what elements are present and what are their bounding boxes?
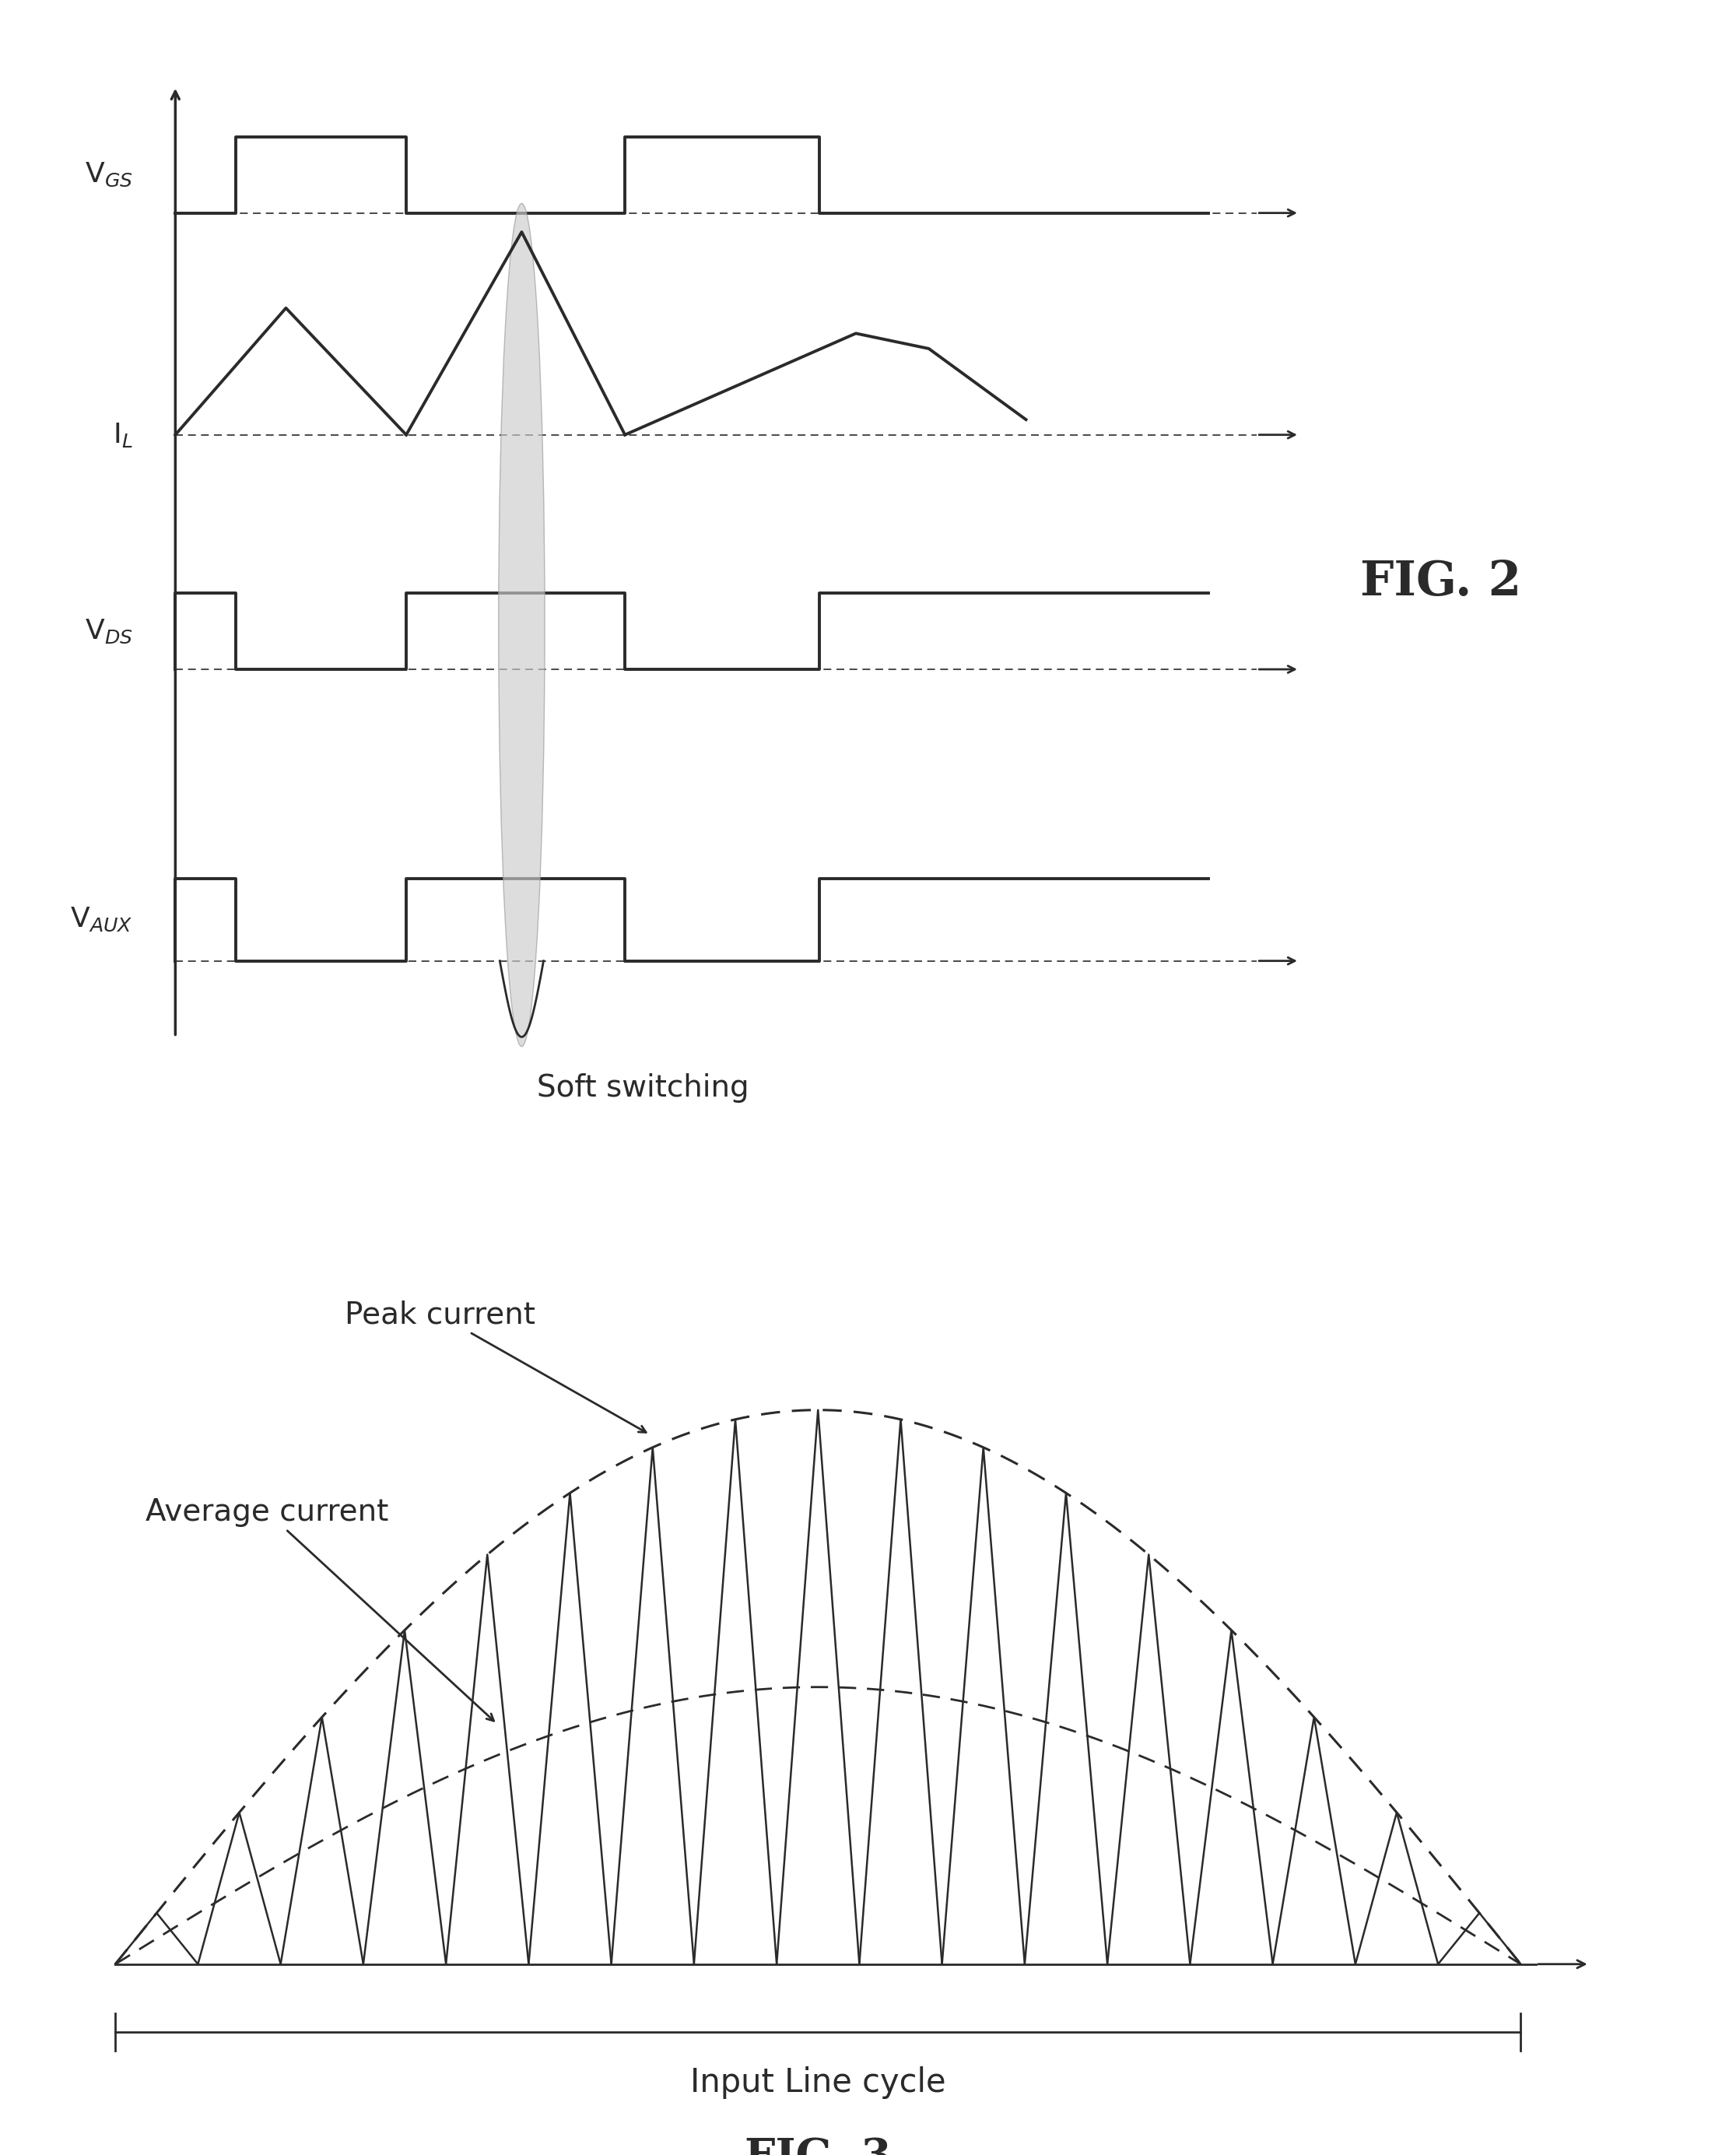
Text: Soft switching: Soft switching xyxy=(536,1073,750,1103)
Text: V$_{AUX}$: V$_{AUX}$ xyxy=(69,905,132,933)
Text: Peak current: Peak current xyxy=(344,1299,646,1433)
Text: I$_{L}$: I$_{L}$ xyxy=(113,420,132,448)
Ellipse shape xyxy=(498,203,545,1047)
Text: FIG. 2: FIG. 2 xyxy=(1361,558,1521,606)
Text: FIG. 3: FIG. 3 xyxy=(745,2136,891,2155)
Text: Input Line cycle: Input Line cycle xyxy=(691,2067,946,2099)
Text: Average current: Average current xyxy=(146,1498,493,1722)
Text: V$_{GS}$: V$_{GS}$ xyxy=(85,162,132,190)
Text: V$_{DS}$: V$_{DS}$ xyxy=(85,618,132,644)
